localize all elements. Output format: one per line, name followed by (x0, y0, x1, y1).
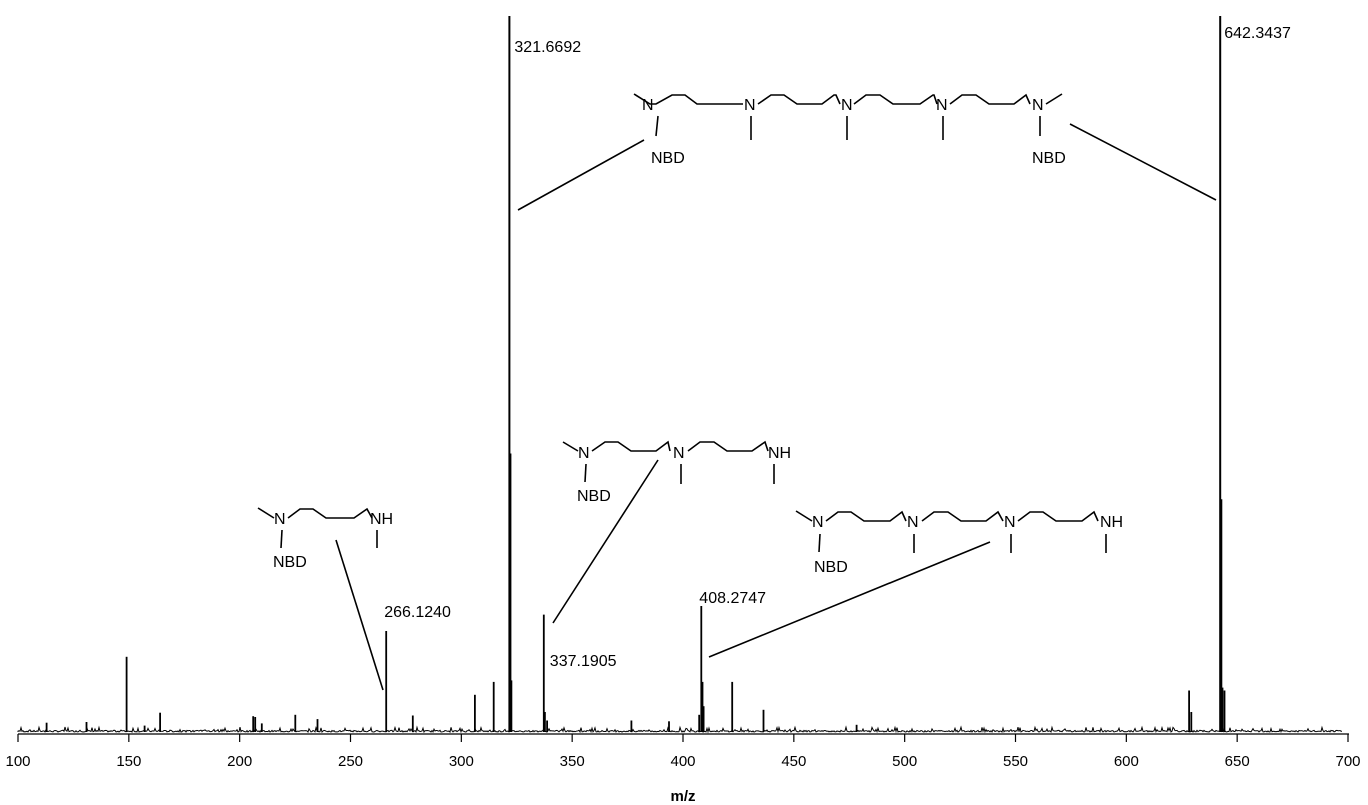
x-axis-ticks: 100 150 200 250 300 350 400 450 500 550 600 650 700 (5, 734, 1361, 770)
x-tick-label: 100 (5, 753, 30, 770)
structure-408-n-2: N (907, 514, 919, 531)
structure-266-nbd: NBD (273, 554, 307, 571)
leader-lines (335, 123, 1217, 691)
leader-line-337 (552, 459, 659, 624)
x-tick-label: 700 (1335, 753, 1360, 770)
x-tick-label: 350 (560, 753, 585, 770)
structure-408-chain-2 (921, 510, 1004, 522)
peak-label: 337.1905 (550, 653, 617, 670)
structure-408-nbd-bond (818, 533, 821, 553)
structure-large-nbd-2: NBD (1032, 150, 1066, 167)
structure-337-n-1: N (578, 445, 590, 462)
structure-large-n-4: N (936, 97, 948, 114)
peak-group (45, 16, 1226, 732)
structure-266-n: N (274, 511, 286, 528)
structure-large-n-1: N (642, 97, 654, 114)
x-tick-label: 300 (449, 753, 474, 770)
structure-large-chain-4 (949, 93, 1031, 105)
leader-line-large-right (1069, 123, 1217, 201)
leader-line-large-left (517, 139, 645, 211)
structure-266-nbd-bond (280, 529, 283, 549)
structure-408-n-3: N (1004, 514, 1016, 531)
structure-408-nh: NH (1100, 514, 1123, 531)
peak-label: 266.1240 (384, 604, 451, 621)
x-tick-label: 250 (338, 753, 363, 770)
structure-266-chain (287, 507, 373, 519)
structure-408: N N N NH NBD (795, 510, 1123, 576)
baseline-noise (17, 725, 1342, 734)
structure-large-bonds (633, 93, 743, 105)
structure-large: N N N N N NBD NBD (633, 93, 1066, 167)
structure-337-nbd-bond (584, 463, 587, 483)
structure-337-nh: NH (768, 445, 791, 462)
structure-large-chain-2 (757, 94, 841, 105)
structure-large-chain-3 (853, 94, 938, 105)
structure-408-chain-3 (1017, 510, 1099, 522)
structure-large-nbd-bond-1 (655, 115, 659, 137)
structure-large-methyl-end (1045, 93, 1063, 105)
structure-266: N NH NBD (257, 507, 393, 571)
peak-label: 408.2747 (699, 590, 766, 607)
structure-266-methyl (257, 507, 275, 519)
structure-large-nbd-1: NBD (651, 150, 685, 167)
x-tick-label: 650 (1225, 753, 1250, 770)
structure-408-chain-1 (825, 510, 907, 522)
leader-line-408 (708, 541, 991, 658)
structure-large-n-2: N (744, 97, 756, 114)
leader-line-266 (335, 539, 384, 691)
peak-label: 642.3437 (1224, 25, 1291, 42)
structure-408-nbd: NBD (814, 559, 848, 576)
x-tick-label: 400 (670, 753, 695, 770)
structure-337-nbd: NBD (577, 488, 611, 505)
structure-337-n-2: N (673, 445, 685, 462)
x-tick-label: 600 (1114, 753, 1139, 770)
structure-337-chain-1 (591, 440, 671, 452)
x-tick-label: 550 (1003, 753, 1028, 770)
x-tick-label: 500 (892, 753, 917, 770)
x-tick-label: 200 (227, 753, 252, 770)
x-tick-label: 450 (781, 753, 806, 770)
structure-337-methyl (562, 441, 579, 452)
structure-large-n-3: N (841, 97, 853, 114)
peak-label: 321.6692 (514, 39, 581, 56)
x-axis-title: m/z (670, 788, 695, 805)
peak-labels: 321.6692 642.3437 266.1240 337.1905 408.2747 (384, 25, 1291, 670)
structure-337-chain-2 (687, 440, 769, 452)
structure-337: N N NH NBD (562, 440, 791, 505)
structure-408-methyl (795, 510, 813, 522)
x-tick-label: 150 (116, 753, 141, 770)
structure-408-n-1: N (812, 514, 824, 531)
structure-266-nh: NH (370, 511, 393, 528)
structure-large-n-5: N (1032, 97, 1044, 114)
